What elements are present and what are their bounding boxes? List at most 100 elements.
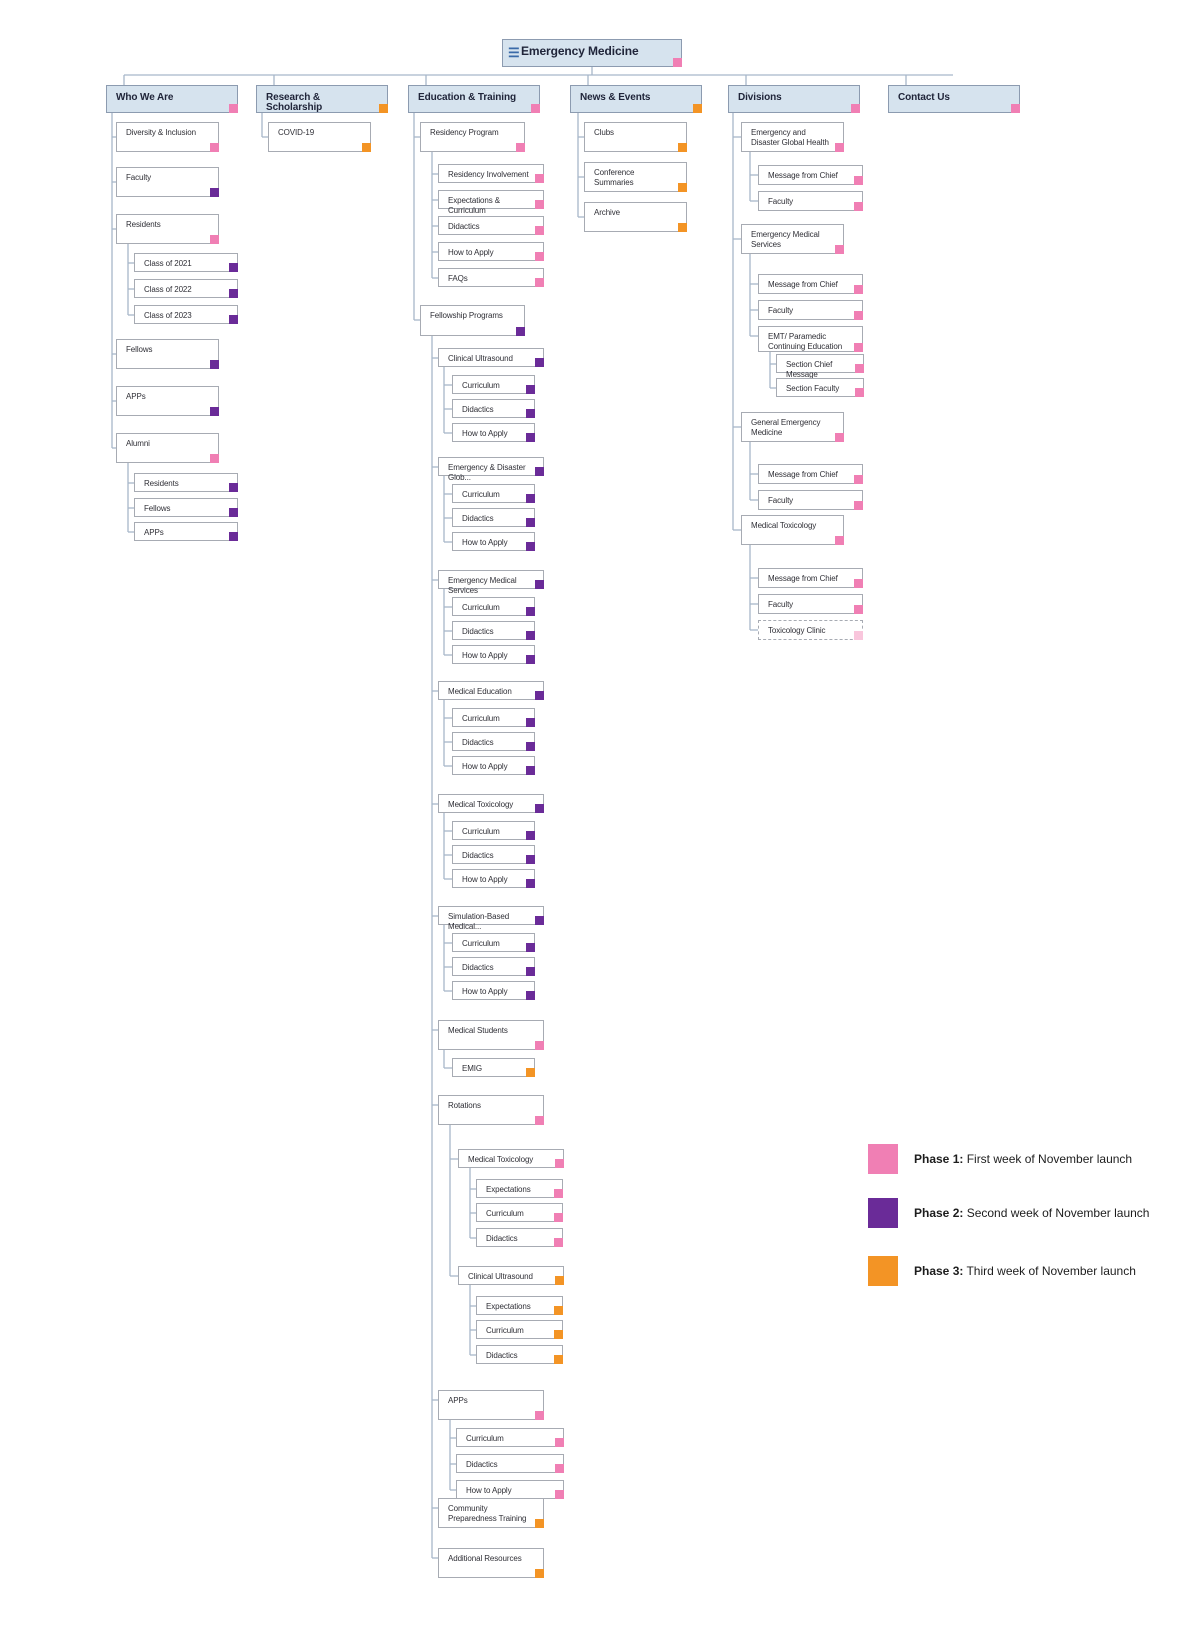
node-expectations-curriculum[interactable]: Expectations & Curriculum <box>438 190 544 215</box>
node-news-events[interactable]: News & Events <box>570 85 702 113</box>
node-class-of-2023[interactable]: Class of 2023 <box>134 305 238 324</box>
node-how-to-apply[interactable]: How to Apply <box>452 981 535 1000</box>
node-medical-education[interactable]: Medical Education <box>438 681 544 700</box>
node-fellows[interactable]: Fellows <box>134 498 238 517</box>
node-section-chief-message[interactable]: Section Chief Message <box>776 354 864 379</box>
node-message-from-chief[interactable]: Message from Chief <box>758 165 863 185</box>
node-how-to-apply[interactable]: How to Apply <box>456 1480 564 1499</box>
node-how-to-apply[interactable]: How to Apply <box>452 869 535 888</box>
node-didactics[interactable]: Didactics <box>456 1454 564 1473</box>
phase-3-marker <box>693 104 702 113</box>
node-curriculum[interactable]: Curriculum <box>452 484 535 503</box>
node-label: Community Preparedness Training <box>448 1504 527 1523</box>
phase-1-marker <box>210 143 219 152</box>
node-apps[interactable]: APPs <box>116 386 219 416</box>
node-section-faculty[interactable]: Section Faculty <box>776 378 864 397</box>
node-message-from-chief[interactable]: Message from Chief <box>758 568 863 588</box>
node-expectations[interactable]: Expectations <box>476 1179 563 1198</box>
node-research-scholarship[interactable]: Research & Scholarship <box>256 85 388 113</box>
node-faculty[interactable]: Faculty <box>758 191 863 211</box>
node-residency-program[interactable]: Residency Program <box>420 122 525 152</box>
node-fellowship-programs[interactable]: Fellowship Programs <box>420 305 525 336</box>
node-toxicology-clinic[interactable]: Toxicology Clinic <box>758 620 863 640</box>
node-expectations[interactable]: Expectations <box>476 1296 563 1315</box>
node-emergency-medical-services[interactable]: Emergency Medical Services <box>741 224 844 254</box>
node-curriculum[interactable]: Curriculum <box>476 1320 563 1339</box>
node-didactics[interactable]: Didactics <box>452 957 535 976</box>
node-medical-toxicology[interactable]: Medical Toxicology <box>438 794 544 813</box>
node-residents[interactable]: Residents <box>116 214 219 244</box>
node-apps[interactable]: APPs <box>134 522 238 541</box>
node-didactics[interactable]: Didactics <box>452 399 535 418</box>
node-didactics[interactable]: Didactics <box>452 845 535 864</box>
node-clubs[interactable]: Clubs <box>584 122 687 152</box>
node-emergency-and-disaster-global-health[interactable]: Emergency and Disaster Global Health <box>741 122 844 152</box>
node-medical-toxicology[interactable]: Medical Toxicology <box>741 515 844 545</box>
node-label: Rotations <box>448 1101 481 1110</box>
node-curriculum[interactable]: Curriculum <box>452 933 535 952</box>
node-faculty[interactable]: Faculty <box>116 167 219 197</box>
node-general-emergency-medicine[interactable]: General Emergency Medicine <box>741 412 844 442</box>
node-curriculum[interactable]: Curriculum <box>452 708 535 727</box>
node-curriculum[interactable]: Curriculum <box>452 375 535 394</box>
node-rotations[interactable]: Rotations <box>438 1095 544 1125</box>
node-medical-toxicology[interactable]: Medical Toxicology <box>458 1149 564 1168</box>
node-diversity-inclusion[interactable]: Diversity & Inclusion <box>116 122 219 152</box>
node-class-of-2022[interactable]: Class of 2022 <box>134 279 238 298</box>
node-curriculum[interactable]: Curriculum <box>456 1428 564 1447</box>
node-conference-summaries[interactable]: Conference Summaries <box>584 162 687 192</box>
legend-text-phase-1: First week of November launch <box>963 1152 1133 1166</box>
phase-2-marker <box>210 360 219 369</box>
node-how-to-apply[interactable]: How to Apply <box>438 242 544 261</box>
node-residency-involvement[interactable]: Residency Involvement <box>438 164 544 183</box>
node-curriculum[interactable]: Curriculum <box>452 597 535 616</box>
node-who-we-are[interactable]: Who We Are <box>106 85 238 113</box>
node-clinical-ultrasound[interactable]: Clinical Ultrasound <box>438 348 544 367</box>
node-alumni[interactable]: Alumni <box>116 433 219 463</box>
node-contact-us[interactable]: Contact Us <box>888 85 1020 113</box>
node-emergency-medicine[interactable]: ☰ Emergency Medicine <box>502 39 682 67</box>
node-apps[interactable]: APPs <box>438 1390 544 1420</box>
node-faculty[interactable]: Faculty <box>758 300 863 320</box>
node-curriculum[interactable]: Curriculum <box>476 1203 563 1222</box>
node-covid-19[interactable]: COVID-19 <box>268 122 371 152</box>
node-fellows[interactable]: Fellows <box>116 339 219 369</box>
node-how-to-apply[interactable]: How to Apply <box>452 423 535 442</box>
node-medical-students[interactable]: Medical Students <box>438 1020 544 1050</box>
node-clinical-ultrasound[interactable]: Clinical Ultrasound <box>458 1266 564 1285</box>
node-curriculum[interactable]: Curriculum <box>452 821 535 840</box>
node-message-from-chief[interactable]: Message from Chief <box>758 274 863 294</box>
node-faqs[interactable]: FAQs <box>438 268 544 287</box>
legend-swatch-phase-3 <box>868 1256 898 1286</box>
node-didactics[interactable]: Didactics <box>452 508 535 527</box>
node-emt-paramedic-continuing-education[interactable]: EMT/ Paramedic Continuing Education <box>758 326 863 352</box>
node-didactics[interactable]: Didactics <box>452 621 535 640</box>
node-label: Curriculum <box>466 1434 504 1443</box>
phase-3-marker <box>678 183 687 192</box>
node-emergency-medical-services[interactable]: Emergency Medical Services <box>438 570 544 595</box>
node-emergency-disaster-glob[interactable]: Emergency & Disaster Glob... <box>438 457 544 482</box>
node-how-to-apply[interactable]: How to Apply <box>452 645 535 664</box>
node-didactics[interactable]: Didactics <box>476 1228 563 1247</box>
node-community-preparedness-training[interactable]: Community Preparedness Training <box>438 1498 544 1528</box>
node-message-from-chief[interactable]: Message from Chief <box>758 464 863 484</box>
node-divisions[interactable]: Divisions <box>728 85 860 113</box>
node-faculty[interactable]: Faculty <box>758 490 863 510</box>
node-didactics[interactable]: Didactics <box>476 1345 563 1364</box>
node-class-of-2021[interactable]: Class of 2021 <box>134 253 238 272</box>
phase-1-marker <box>531 104 540 113</box>
node-label: Clubs <box>594 128 614 137</box>
node-additional-resources[interactable]: Additional Resources <box>438 1548 544 1578</box>
node-label: Alumni <box>126 439 150 448</box>
node-emig[interactable]: EMIG <box>452 1058 535 1077</box>
node-residents[interactable]: Residents <box>134 473 238 492</box>
node-how-to-apply[interactable]: How to Apply <box>452 756 535 775</box>
node-didactics[interactable]: Didactics <box>452 732 535 751</box>
node-how-to-apply[interactable]: How to Apply <box>452 532 535 551</box>
node-label: Toxicology Clinic <box>768 626 826 635</box>
node-faculty[interactable]: Faculty <box>758 594 863 614</box>
node-didactics[interactable]: Didactics <box>438 216 544 235</box>
node-simulation-based-medical[interactable]: Simulation-Based Medical... <box>438 906 544 931</box>
node-education-training[interactable]: Education & Training <box>408 85 540 113</box>
node-archive[interactable]: Archive <box>584 202 687 232</box>
